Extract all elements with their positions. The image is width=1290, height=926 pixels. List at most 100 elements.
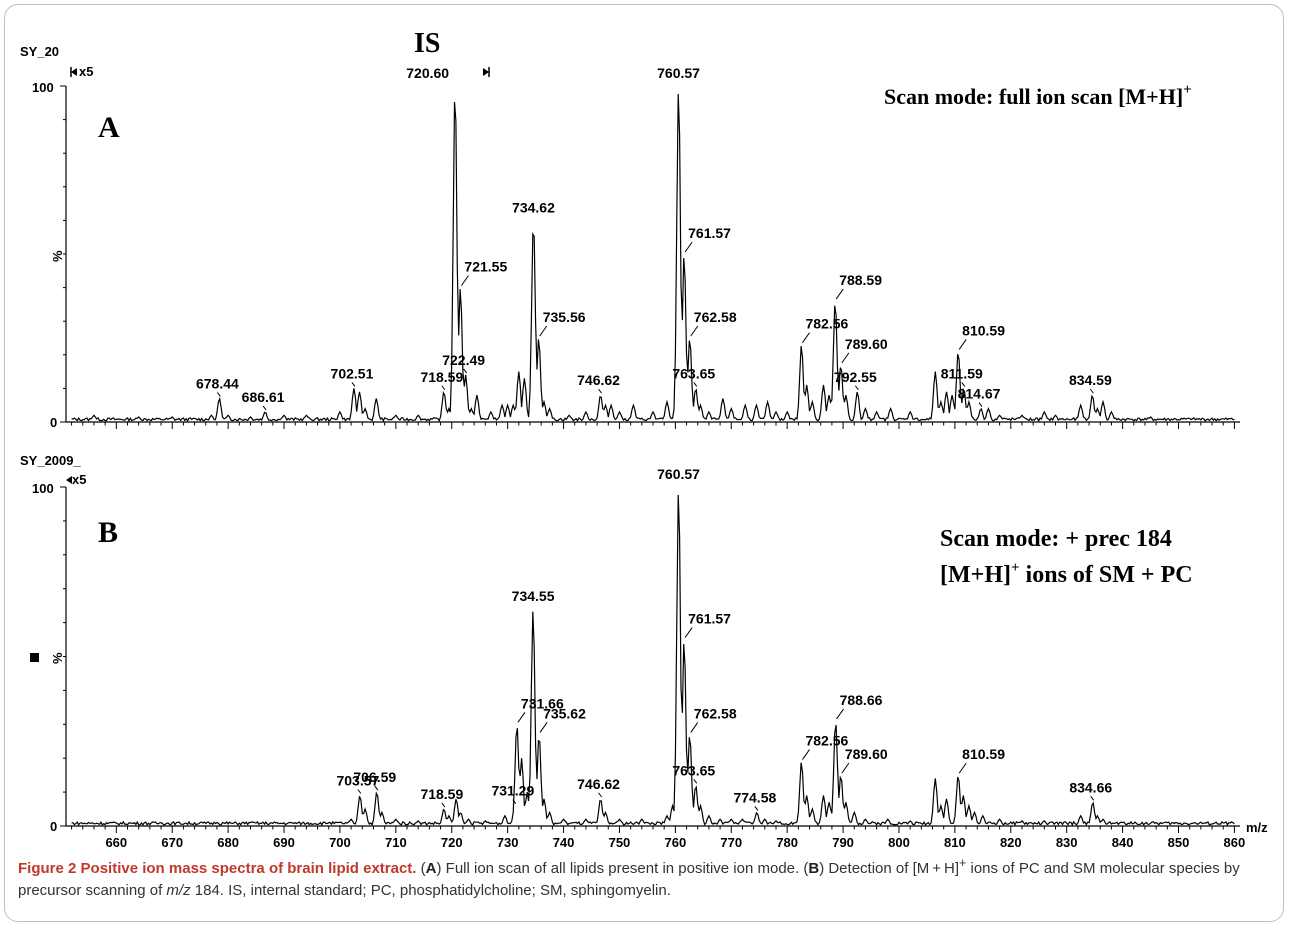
panel-a-letter: A (98, 111, 120, 144)
x-tick-label: 710 (385, 835, 407, 850)
panel-b-peak-label: 763.65 (672, 762, 715, 778)
panel-a-peak-leader (841, 352, 850, 364)
panel-a-peak-label: 810.59 (962, 322, 1005, 338)
panel-a-peak-leader (463, 368, 468, 374)
x-tick-label: 830 (1056, 835, 1078, 850)
panel-b-peak-leader (958, 762, 967, 774)
panel-b-peak-leader (598, 792, 602, 798)
panel-b-peak-label: 731.66 (521, 695, 564, 711)
panel-a-peak-label: 811.59 (941, 365, 983, 381)
panel-a-peak-label: 763.65 (672, 365, 715, 381)
panel-a-spectrum-line (71, 93, 1235, 423)
panel-a-peak-label: 721.55 (464, 259, 507, 275)
panel-a-peak-label: 761.57 (688, 225, 731, 241)
panel-a-peak-leader (351, 382, 356, 387)
panel-b-scan-mode-line-1: Scan mode: + prec 184 (940, 526, 1172, 552)
panel-b-scan-mode-sup: + (1011, 560, 1020, 576)
panel-a-peak-label: 686.61 (242, 389, 285, 405)
panel-a-peak-leader (441, 385, 446, 391)
figure-frame (4, 4, 1284, 922)
panel-a-ytick-0: 0 (50, 415, 57, 430)
panel-b-peak-leader (1090, 795, 1095, 801)
panel-a-y-axis-label: % (50, 250, 65, 262)
figure-caption: Figure 2 Positive ion mass spectra of br… (18, 852, 1280, 902)
panel-a-peak-leader (598, 388, 602, 394)
panel-b-y-axis-label: % (50, 652, 65, 664)
panel-b-peak-leader (841, 762, 850, 774)
panel-a-peak-label: 735.56 (543, 309, 586, 325)
panel-a-peak-label: 760.57 (657, 65, 700, 81)
panel-b-scale-arrow-left (66, 476, 72, 484)
panel-a-peak-leader (217, 392, 221, 397)
panel-a-peak-leader (1089, 388, 1094, 394)
x-tick-label: 810 (944, 835, 966, 850)
panel-b-peak-leader (693, 779, 698, 784)
panel-b-ytick-0: 0 (50, 819, 57, 834)
x-tick-label: 740 (553, 835, 575, 850)
panel-b-peak-leader (357, 789, 362, 794)
panel-a-peak-label: 746.62 (577, 372, 620, 388)
panel-b-peak-label: 762.58 (694, 705, 737, 721)
panel-b-peak-leader (836, 708, 844, 720)
caption-title: Positive ion mass spectra of brain lipid… (80, 860, 417, 877)
x-tick-label: 670 (161, 835, 183, 850)
x-tick-label: 790 (832, 835, 854, 850)
panel-b-peak-leader (684, 627, 693, 638)
panel-b-peak-label: 782.56 (805, 733, 848, 749)
panel-a-peak-leader (262, 405, 267, 411)
panel-a-peak-leader (539, 325, 548, 337)
caption-text-1: ( (416, 860, 426, 877)
x-tick-label: 700 (329, 835, 351, 850)
panel-b-peak-leader (512, 799, 517, 804)
panel-b-peak-leader (690, 722, 699, 733)
caption-mz-italic: m/z (166, 882, 191, 899)
internal-standard-label: IS (414, 28, 440, 59)
panel-a-corner-label: SY_20 (20, 44, 59, 59)
panel-b-letter: B (98, 516, 118, 549)
panel-b-peak-leader (374, 785, 379, 791)
panel-b-peak-label: 718.59 (420, 786, 463, 802)
x-tick-label: 680 (217, 835, 239, 850)
panel-a-peak-label: 788.59 (839, 272, 882, 288)
caption-ref-b: B (808, 860, 820, 877)
panel-b-peak-label: 735.62 (543, 705, 586, 721)
panel-b-corner-label: SY_2009_ (20, 453, 81, 468)
panel-a-peak-label: 702.51 (331, 365, 374, 381)
caption-text-4: ions of PC and SM molecular species by p… (18, 860, 1240, 899)
panel-a-peak-leader (835, 288, 844, 300)
panel-b-marker-square (30, 653, 39, 662)
panel-a-peak-label: 734.62 (512, 199, 555, 215)
panel-a-scan-mode-sup: + (1183, 82, 1192, 98)
panel-a-peak-leader (958, 339, 967, 350)
caption-text-3: ) Detection of [M + H] (819, 860, 959, 877)
panel-a-peak-leader (802, 332, 810, 344)
panel-b-scan-mode-rest: ions of SM + PC (1020, 562, 1193, 588)
panel-b-peak-label: 788.66 (840, 692, 883, 708)
panel-a-scale-marker: x5 (79, 64, 93, 79)
panel-b-peak-label: 774.58 (733, 789, 776, 805)
x-tick-label: 730 (497, 835, 519, 850)
x-tick-label: 800 (888, 835, 910, 850)
panel-b-peak-label: 734.55 (512, 588, 555, 604)
panel-a-peak-leader (693, 382, 698, 387)
panel-a-peak-label: 834.59 (1069, 372, 1112, 388)
panel-b-peak-leader (802, 749, 810, 760)
x-tick-label: 860 (1224, 835, 1246, 850)
panel-b-peak-label: 761.57 (688, 611, 731, 627)
panel-a-peak-label: 722.49 (442, 352, 485, 368)
panel-a-scale-arrow-left (71, 68, 77, 76)
panel-a-peak-label: 792.55 (834, 369, 877, 385)
x-axis-label: m/z (1246, 820, 1268, 835)
x-tick-label: 660 (105, 835, 127, 850)
x-tick-label: 720 (441, 835, 463, 850)
panel-a-peak-leader (961, 382, 966, 387)
panel-a-peak-label: 762.58 (694, 309, 737, 325)
panel-b-peak-leader (539, 722, 548, 733)
panel-a-peak-label: 782.56 (805, 316, 848, 332)
x-tick-label: 840 (1112, 835, 1134, 850)
panel-b-scan-mode-ion: [M+H] (940, 562, 1011, 588)
x-tick-label: 820 (1000, 835, 1022, 850)
panel-a-peak-label: 678.44 (196, 375, 239, 391)
panel-b-peak-label: 703.57 (336, 772, 379, 788)
panel-b-peak-leader (517, 712, 526, 723)
